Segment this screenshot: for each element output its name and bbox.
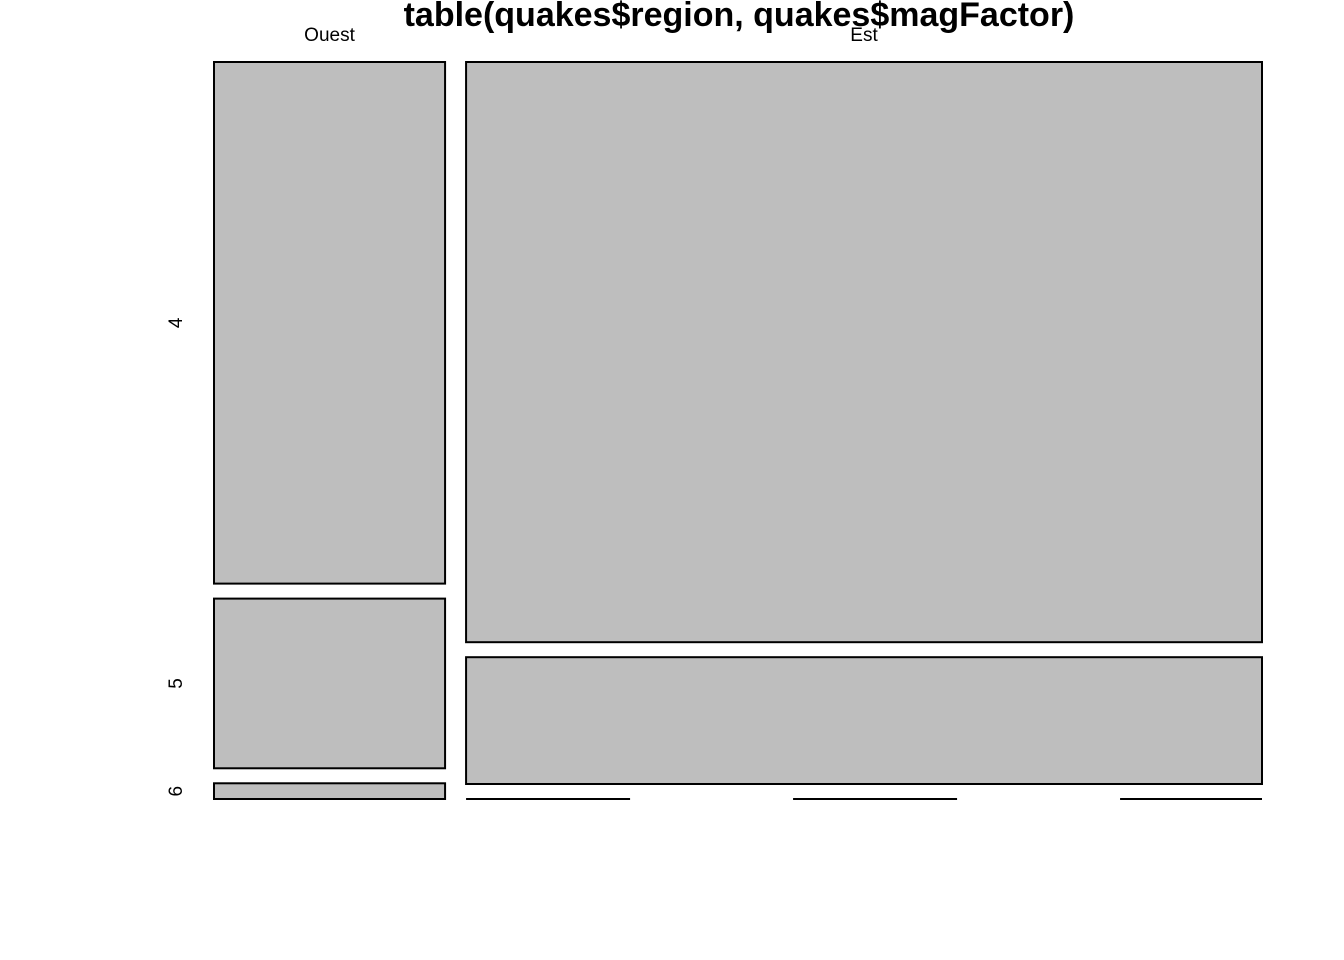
column-label-ouest: Ouest [304,25,355,46]
tile-ouest-4 [213,61,447,585]
tile-ouest-5 [213,597,447,770]
row-label-4: 4 [166,317,187,328]
column-labels: Ouest Est [304,25,878,46]
row-label-5: 5 [166,678,187,689]
row-label-6: 6 [166,786,187,797]
tiles-group [213,61,1263,800]
column-label-est: Est [850,25,878,46]
row-labels: 4 5 6 [166,317,187,796]
tile-est-5 [465,656,1263,785]
chart-title: table(quakes$region, quakes$magFactor) [404,0,1075,34]
tile-ouest-6 [213,782,447,800]
tile-est-4 [465,61,1263,644]
